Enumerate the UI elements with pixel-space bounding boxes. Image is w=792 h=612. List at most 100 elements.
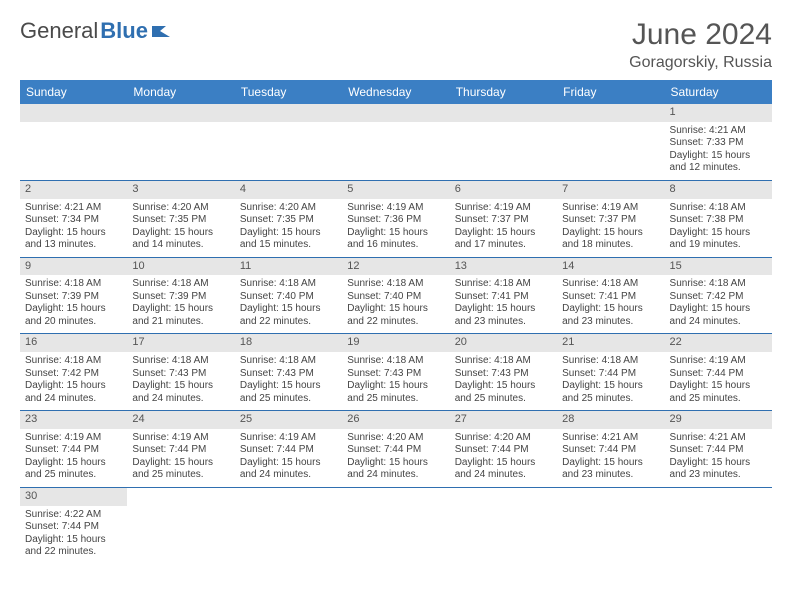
daylight-text: Daylight: 15 hours xyxy=(132,303,229,316)
day-number-cell xyxy=(450,487,557,505)
day-detail-cell: Sunrise: 4:18 AMSunset: 7:42 PMDaylight:… xyxy=(20,352,127,411)
sunset-text: Sunset: 7:37 PM xyxy=(455,214,552,227)
sunset-text: Sunset: 7:41 PM xyxy=(455,291,552,304)
sunrise-text: Sunrise: 4:18 AM xyxy=(670,202,767,215)
sunset-text: Sunset: 7:44 PM xyxy=(562,444,659,457)
daylight-text: Daylight: 15 hours xyxy=(25,457,122,470)
day-number-cell: 30 xyxy=(20,487,127,505)
daylight-text: and 25 minutes. xyxy=(562,393,659,406)
sunrise-text: Sunrise: 4:21 AM xyxy=(25,202,122,215)
sunrise-text: Sunrise: 4:18 AM xyxy=(25,355,122,368)
weekday-header: Monday xyxy=(127,80,234,104)
sunrise-text: Sunrise: 4:19 AM xyxy=(562,202,659,215)
sunrise-text: Sunrise: 4:18 AM xyxy=(240,355,337,368)
daylight-text: and 15 minutes. xyxy=(240,239,337,252)
sunset-text: Sunset: 7:44 PM xyxy=(455,444,552,457)
day-number-cell: 6 xyxy=(450,180,557,198)
daylight-text: Daylight: 15 hours xyxy=(670,303,767,316)
day-detail-cell: Sunrise: 4:21 AMSunset: 7:34 PMDaylight:… xyxy=(20,199,127,258)
sunrise-text: Sunrise: 4:19 AM xyxy=(240,432,337,445)
day-number-cell: 7 xyxy=(557,180,664,198)
weekday-header: Friday xyxy=(557,80,664,104)
sunset-text: Sunset: 7:35 PM xyxy=(132,214,229,227)
sunset-text: Sunset: 7:41 PM xyxy=(562,291,659,304)
day-number-cell: 21 xyxy=(557,334,664,352)
day-number-cell xyxy=(127,487,234,505)
detail-row: Sunrise: 4:21 AMSunset: 7:34 PM Daylight:… xyxy=(20,199,772,258)
sunset-text: Sunset: 7:40 PM xyxy=(240,291,337,304)
day-detail-cell: Sunrise: 4:19 AMSunset: 7:44 PMDaylight:… xyxy=(20,429,127,488)
daylight-text: Daylight: 15 hours xyxy=(240,303,337,316)
sunrise-text: Sunrise: 4:18 AM xyxy=(455,355,552,368)
sunset-text: Sunset: 7:38 PM xyxy=(670,214,767,227)
day-number-cell: 22 xyxy=(665,334,772,352)
daylight-text: Daylight: 15 hours xyxy=(562,303,659,316)
sunset-text: Sunset: 7:37 PM xyxy=(562,214,659,227)
logo-text-general: General xyxy=(20,18,98,44)
daynum-row: 2345678 xyxy=(20,180,772,198)
day-detail-cell: Sunrise: 4:20 AMSunset: 7:35 PMDaylight:… xyxy=(235,199,342,258)
daylight-text: and 22 minutes. xyxy=(25,546,122,559)
sunrise-text: Sunrise: 4:18 AM xyxy=(670,278,767,291)
daylight-text: Daylight: 15 hours xyxy=(347,227,444,240)
day-number-cell: 4 xyxy=(235,180,342,198)
day-detail-cell: Sunrise: 4:18 AMSunset: 7:40 PMDaylight:… xyxy=(342,275,449,334)
sunrise-text: Sunrise: 4:21 AM xyxy=(670,125,767,138)
sunrise-text: Sunrise: 4:21 AM xyxy=(670,432,767,445)
daylight-text: Daylight: 15 hours xyxy=(347,457,444,470)
day-number-cell xyxy=(557,104,664,122)
day-detail-cell xyxy=(235,122,342,181)
day-detail-cell: Sunrise: 4:18 AMSunset: 7:43 PMDaylight:… xyxy=(342,352,449,411)
day-detail-cell xyxy=(235,506,342,564)
day-number-cell xyxy=(20,104,127,122)
daylight-text: Daylight: 15 hours xyxy=(455,303,552,316)
day-detail-cell: Sunrise: 4:21 AMSunset: 7:44 PMDaylight:… xyxy=(665,429,772,488)
daylight-text: Daylight: 15 hours xyxy=(455,457,552,470)
sunset-text: Sunset: 7:44 PM xyxy=(670,444,767,457)
daylight-text: and 24 minutes. xyxy=(347,469,444,482)
day-number-cell: 19 xyxy=(342,334,449,352)
sunset-text: Sunset: 7:43 PM xyxy=(455,368,552,381)
daylight-text: Daylight: 15 hours xyxy=(562,380,659,393)
day-detail-cell xyxy=(557,506,664,564)
sunrise-text: Sunrise: 4:18 AM xyxy=(240,278,337,291)
sunrise-text: Sunrise: 4:19 AM xyxy=(455,202,552,215)
weekday-header: Wednesday xyxy=(342,80,449,104)
weekday-header-row: Sunday Monday Tuesday Wednesday Thursday… xyxy=(20,80,772,104)
day-number-cell: 11 xyxy=(235,257,342,275)
day-detail-cell xyxy=(342,122,449,181)
sunset-text: Sunset: 7:34 PM xyxy=(25,214,122,227)
sunset-text: Sunset: 7:43 PM xyxy=(347,368,444,381)
sunrise-text: Sunrise: 4:18 AM xyxy=(562,355,659,368)
day-detail-cell: Sunrise: 4:18 AMSunset: 7:44 PMDaylight:… xyxy=(557,352,664,411)
day-number-cell: 20 xyxy=(450,334,557,352)
logo: GeneralBlue xyxy=(20,18,174,44)
sunset-text: Sunset: 7:44 PM xyxy=(670,368,767,381)
day-number-cell: 25 xyxy=(235,411,342,429)
daylight-text: and 19 minutes. xyxy=(670,239,767,252)
day-number-cell xyxy=(342,104,449,122)
sunset-text: Sunset: 7:44 PM xyxy=(25,444,122,457)
sunset-text: Sunset: 7:44 PM xyxy=(132,444,229,457)
daynum-row: 23242526272829 xyxy=(20,411,772,429)
day-number-cell xyxy=(450,104,557,122)
month-title: June 2024 xyxy=(629,18,772,52)
daylight-text: Daylight: 15 hours xyxy=(455,380,552,393)
day-number-cell xyxy=(557,487,664,505)
sunset-text: Sunset: 7:43 PM xyxy=(132,368,229,381)
sunrise-text: Sunrise: 4:19 AM xyxy=(25,432,122,445)
sunrise-text: Sunrise: 4:18 AM xyxy=(132,278,229,291)
day-detail-cell: Sunrise: 4:18 AMSunset: 7:43 PMDaylight:… xyxy=(127,352,234,411)
sunrise-text: Sunrise: 4:19 AM xyxy=(132,432,229,445)
day-number-cell: 12 xyxy=(342,257,449,275)
day-detail-cell xyxy=(450,506,557,564)
logo-text-blue: Blue xyxy=(100,18,148,44)
sunset-text: Sunset: 7:35 PM xyxy=(240,214,337,227)
sunset-text: Sunset: 7:43 PM xyxy=(240,368,337,381)
sunset-text: Sunset: 7:33 PM xyxy=(670,137,767,150)
sunset-text: Sunset: 7:42 PM xyxy=(670,291,767,304)
sunset-text: Sunset: 7:36 PM xyxy=(347,214,444,227)
detail-row: Sunrise: 4:21 AMSunset: 7:33 PMDaylight:… xyxy=(20,122,772,181)
daylight-text: and 24 minutes. xyxy=(25,393,122,406)
day-detail-cell: Sunrise: 4:20 AMSunset: 7:44 PMDaylight:… xyxy=(450,429,557,488)
